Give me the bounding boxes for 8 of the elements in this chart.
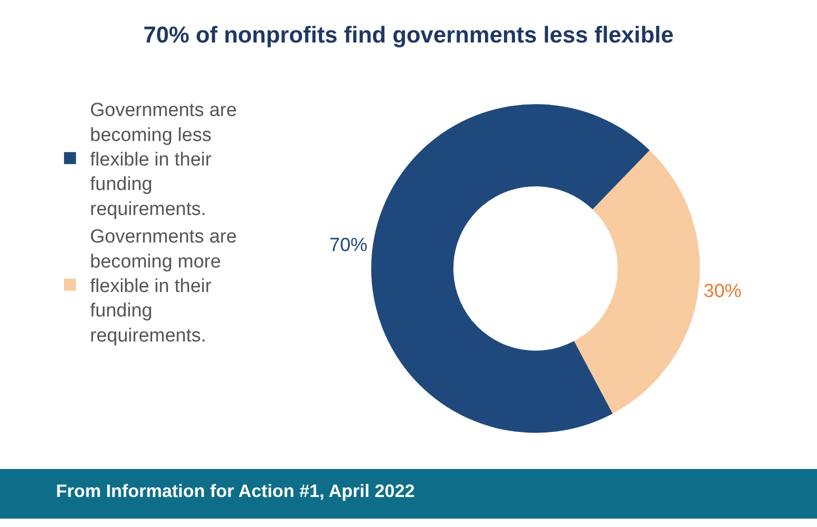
donut-slice — [371, 104, 650, 433]
data-label: 30% — [704, 281, 742, 302]
legend-label: Governments are becoming more flexible in their funding requirements. — [90, 226, 237, 346]
legend-label: Governments are becoming less flexible in their funding requirements. — [90, 100, 237, 220]
chart-title: 70% of nonprofits find governments less flexible — [143, 21, 674, 48]
data-label: 70% — [329, 234, 368, 256]
donut-slice — [574, 150, 700, 414]
text: From Information for Action #1, April 2022 — [56, 481, 415, 501]
